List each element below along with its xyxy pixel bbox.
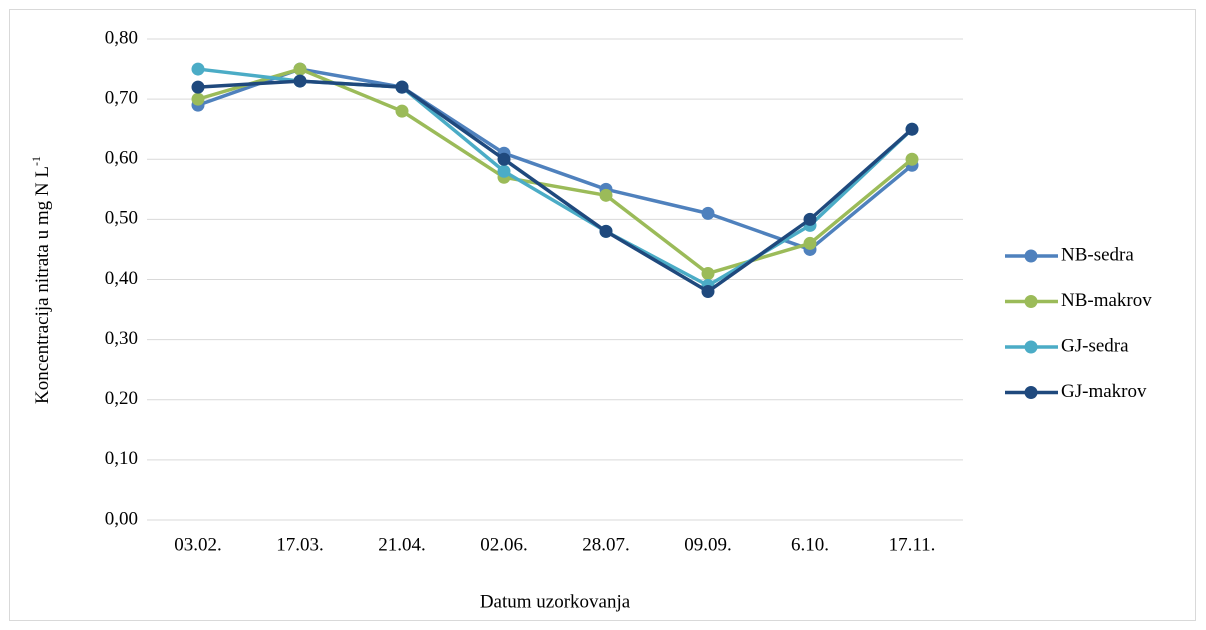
data-point <box>191 62 205 76</box>
x-tick-label: 09.09. <box>684 534 732 555</box>
data-point <box>803 236 817 250</box>
x-tick-label: 17.11. <box>889 534 936 555</box>
legend-label: NB-sedra <box>1061 244 1134 265</box>
y-tick-label: 0,50 <box>105 208 138 229</box>
x-axis-label: Datum uzorkovanja <box>480 591 631 612</box>
y-tick-label: 0,00 <box>105 508 138 529</box>
legend-label: NB-makrov <box>1061 290 1152 311</box>
data-point <box>599 188 613 202</box>
x-tick-label: 28.07. <box>582 534 630 555</box>
y-tick-label: 0,60 <box>105 148 138 169</box>
y-tick-label: 0,70 <box>105 87 138 108</box>
x-tick-label: 03.02. <box>174 534 222 555</box>
x-tick-label: 17.03. <box>276 534 324 555</box>
y-tick-label: 0,30 <box>105 328 138 349</box>
y-axis-label: Koncentracija nitrata u mg N L-1 <box>29 156 54 404</box>
data-point <box>701 266 715 280</box>
x-tick-label: 6.10. <box>791 534 829 555</box>
data-point <box>497 164 511 178</box>
data-point <box>497 152 511 166</box>
y-tick-label: 0,40 <box>105 268 138 289</box>
x-tick-label: 02.06. <box>480 534 528 555</box>
y-tick-label: 0,10 <box>105 448 138 469</box>
data-point <box>293 62 307 76</box>
data-point <box>905 122 919 136</box>
data-point <box>803 212 817 226</box>
legend-marker <box>1024 340 1038 354</box>
data-point <box>191 92 205 106</box>
chart-border <box>9 9 1196 621</box>
data-point <box>701 206 715 220</box>
series-line <box>197 67 914 276</box>
y-axis-label-superscript: -1 <box>29 156 43 166</box>
data-point <box>395 80 409 94</box>
legend-marker <box>1024 295 1038 308</box>
legend-marker <box>1024 386 1038 399</box>
x-tick-label: 21.04. <box>378 534 426 555</box>
legend-label: GJ-sedra <box>1061 335 1129 356</box>
data-point <box>599 224 613 238</box>
y-tick-label: 0,80 <box>105 27 138 48</box>
data-point <box>395 104 409 118</box>
series-line <box>197 67 914 252</box>
legend-marker <box>1024 249 1038 263</box>
legend-label: GJ-makrov <box>1061 381 1147 402</box>
data-point <box>701 285 715 299</box>
series-line <box>197 79 914 294</box>
data-point <box>293 74 307 88</box>
data-point <box>905 152 919 166</box>
y-tick-label: 0,20 <box>105 388 138 409</box>
data-point <box>191 80 205 94</box>
y-axis-label-text: Koncentracija nitrata u mg N L <box>32 166 53 404</box>
